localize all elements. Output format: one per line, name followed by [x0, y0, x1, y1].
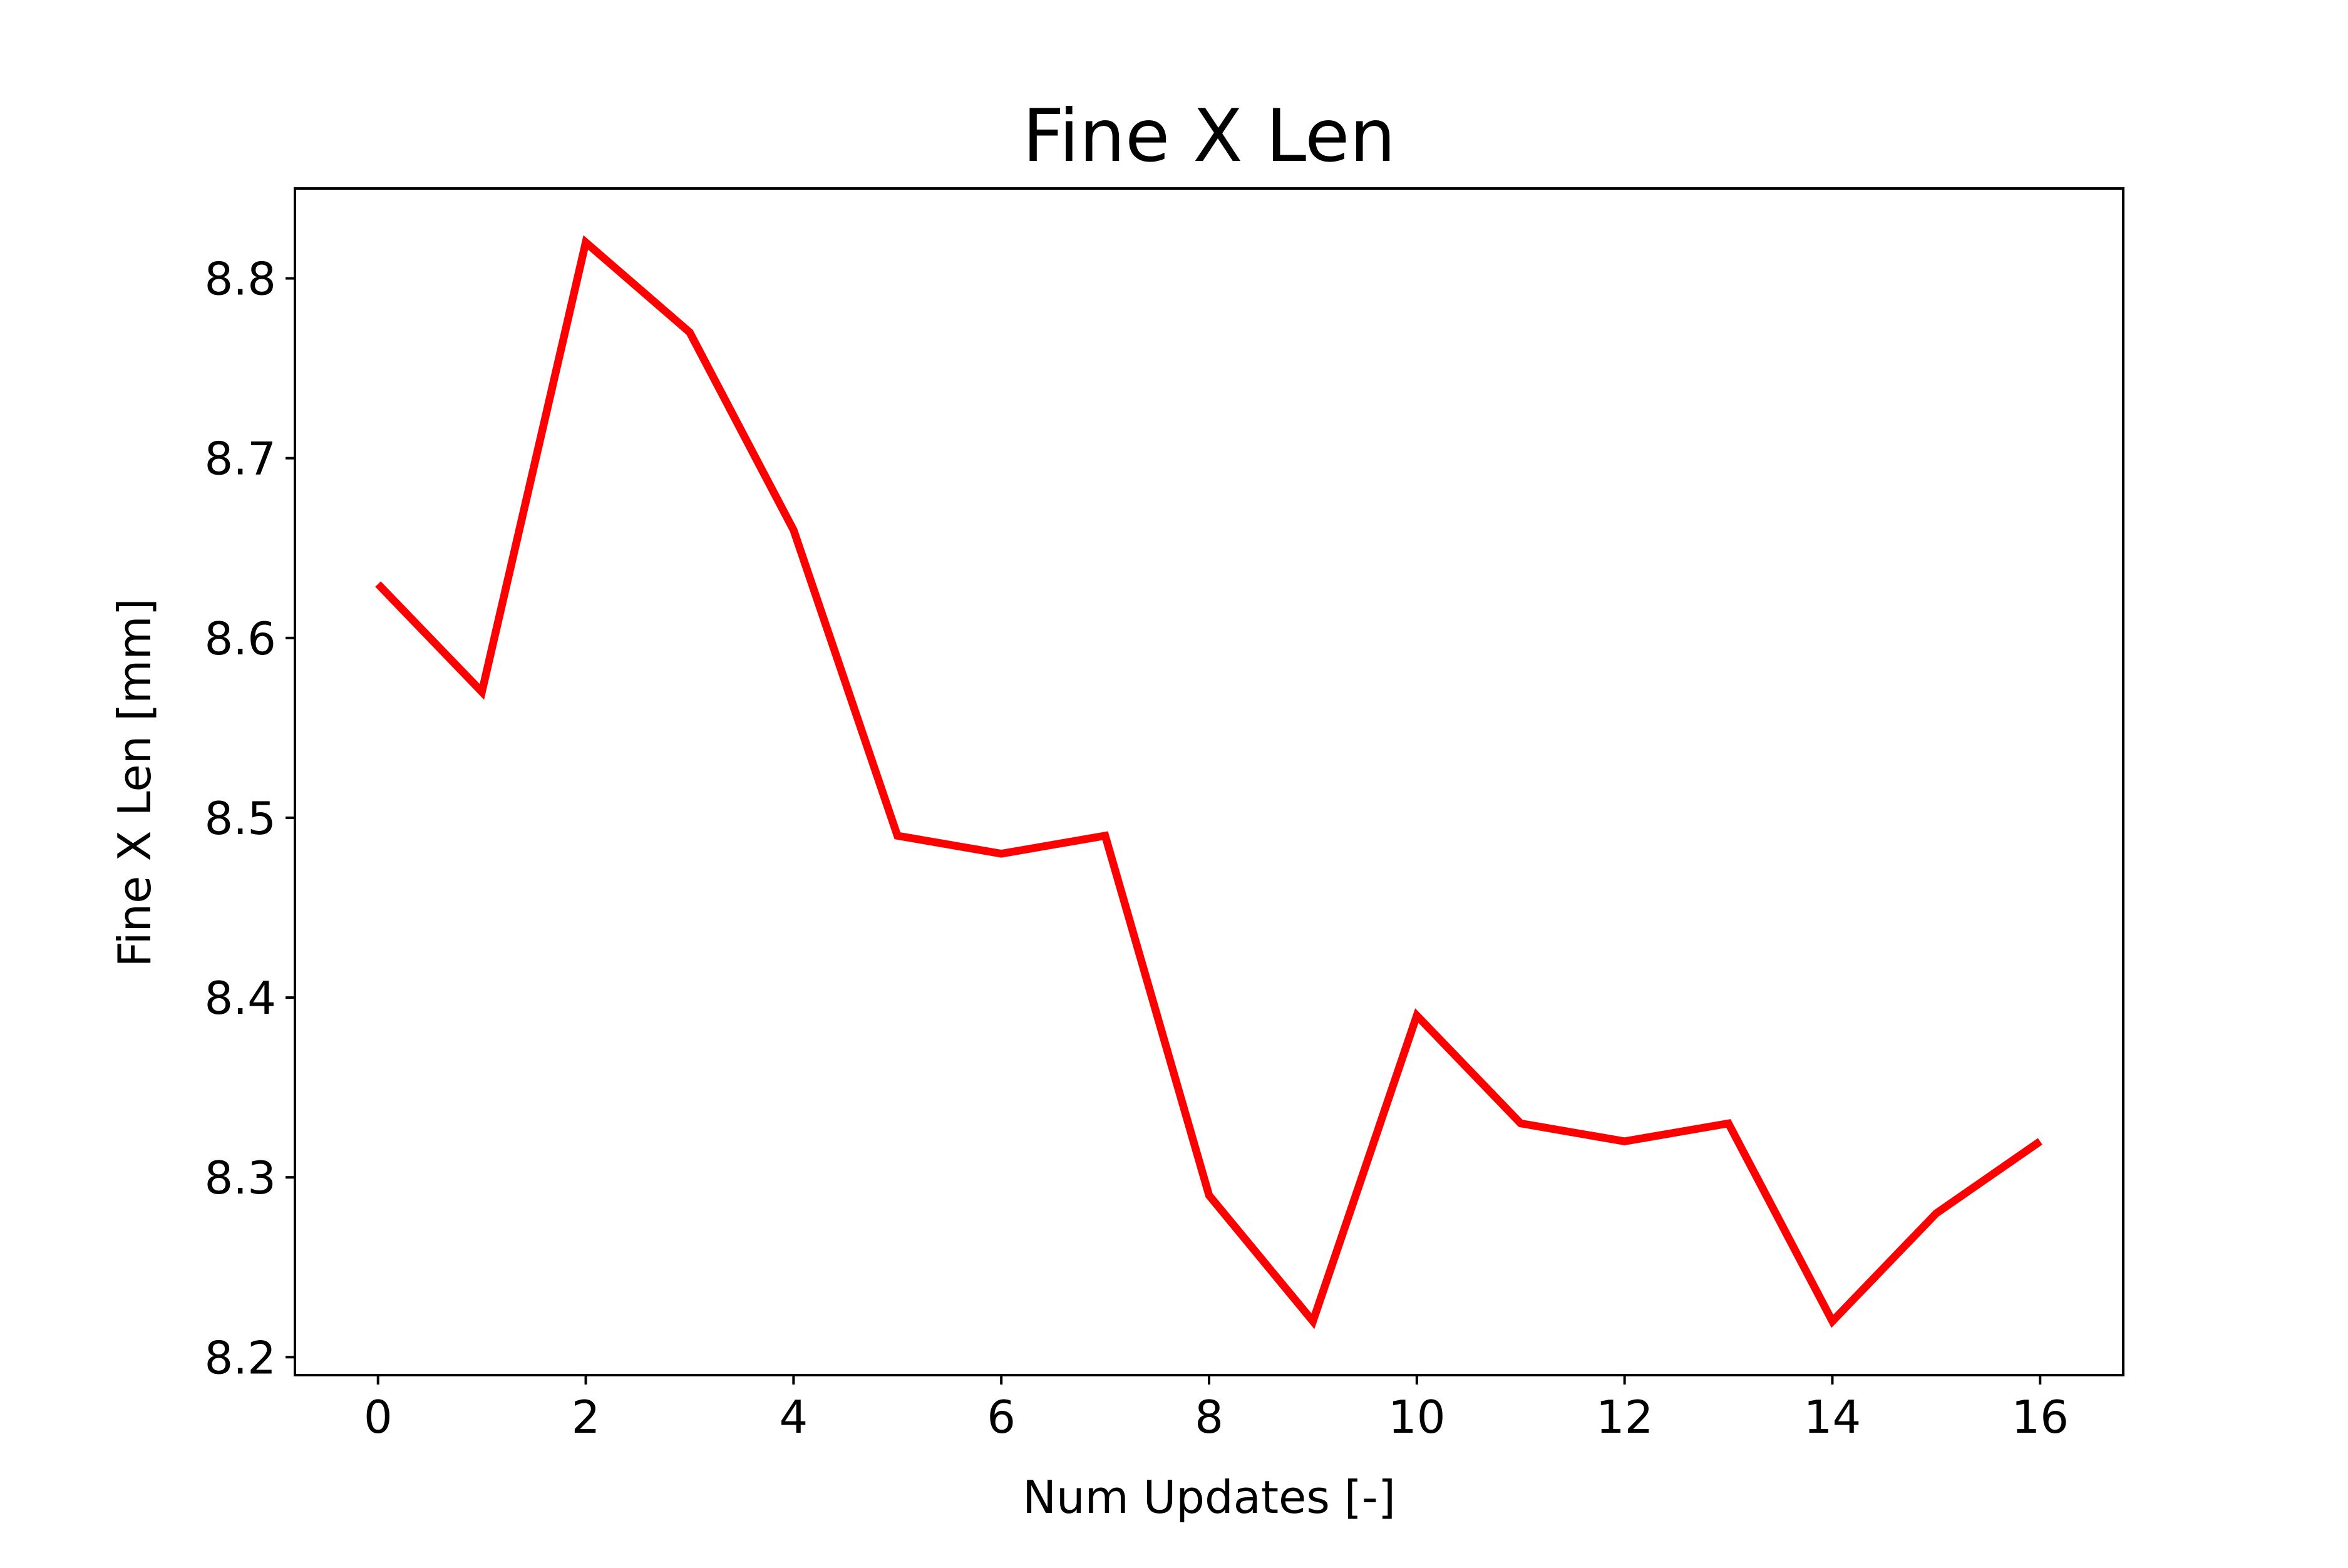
x-tick-label: 14: [1804, 1391, 1861, 1443]
chart-title: Fine X Len: [1022, 94, 1396, 178]
y-tick-label: 8.6: [204, 612, 276, 665]
x-tick-label: 8: [1195, 1391, 1223, 1443]
y-tick-label: 8.2: [204, 1331, 276, 1384]
x-tick-label: 12: [1596, 1391, 1654, 1443]
x-tick-label: 0: [364, 1391, 393, 1443]
x-tick-label: 10: [1388, 1391, 1446, 1443]
x-tick-label: 6: [987, 1391, 1016, 1443]
y-tick-label: 8.8: [204, 253, 276, 306]
y-tick-label: 8.5: [204, 792, 276, 845]
y-tick-label: 8.3: [204, 1152, 276, 1204]
y-axis-label: Fine X Len [mm]: [108, 598, 161, 967]
x-tick-label: 4: [779, 1391, 808, 1443]
y-tick-label: 8.7: [204, 433, 276, 485]
x-tick-label: 2: [572, 1391, 600, 1443]
x-tick-label: 16: [2011, 1391, 2069, 1443]
x-axis-label: Num Updates [-]: [1022, 1471, 1396, 1524]
y-tick-label: 8.4: [204, 972, 276, 1024]
